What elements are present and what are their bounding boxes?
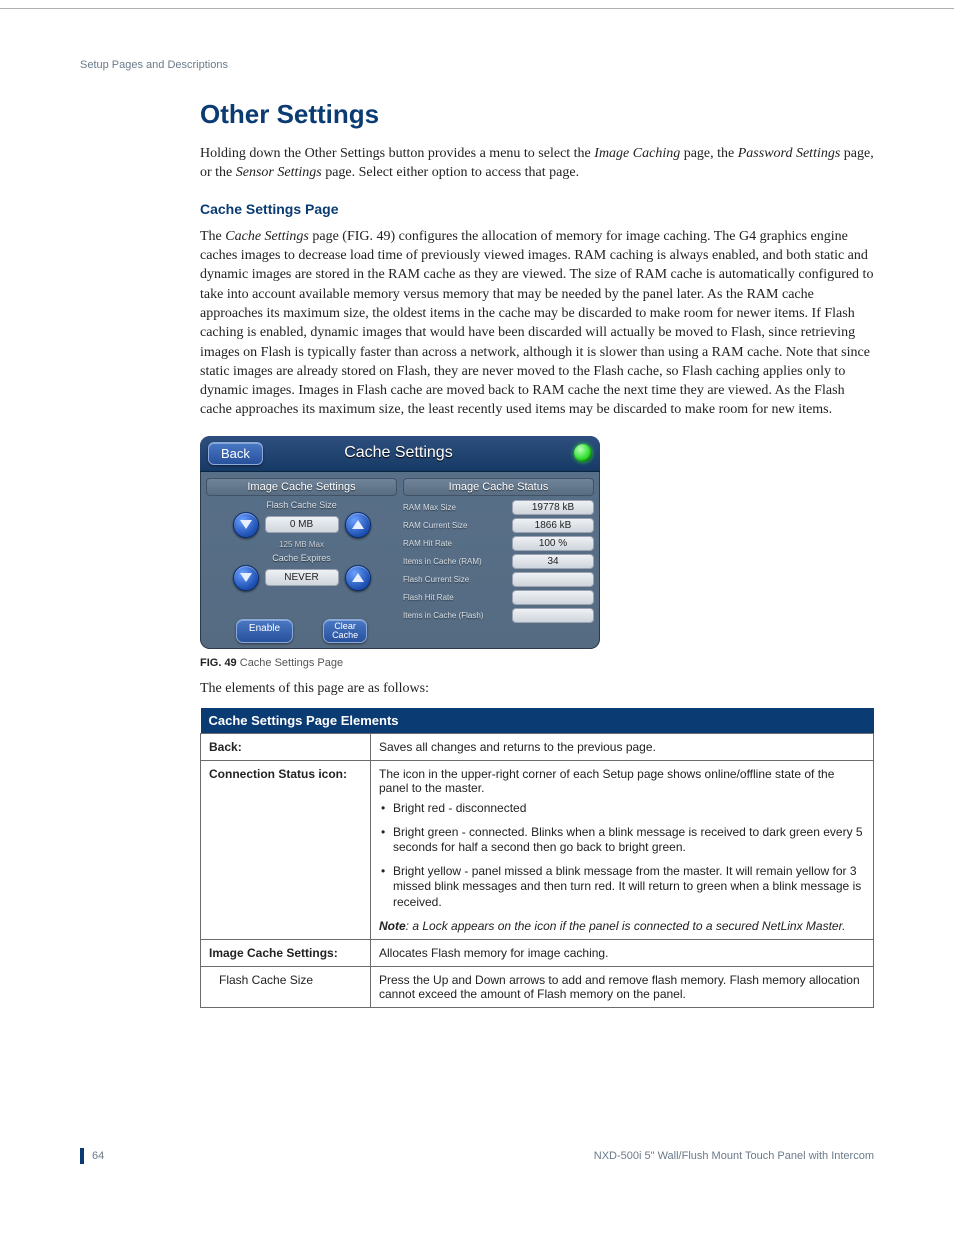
cache-expires-stepper: NEVER <box>206 565 397 591</box>
cache-settings-elements-table: Cache Settings Page Elements Back:Saves … <box>200 708 874 1008</box>
text: Cache <box>332 630 358 640</box>
clear-cache-button[interactable]: Clear Cache <box>323 619 367 643</box>
note-label: Note <box>379 919 406 933</box>
enable-button[interactable]: Enable <box>236 619 293 643</box>
status-value <box>512 572 594 587</box>
status-label: RAM Max Size <box>403 503 508 512</box>
emphasis: Password Settings <box>738 146 841 161</box>
status-row: Flash Current Size <box>403 572 594 587</box>
figure-number: FIG. 49 <box>200 657 237 669</box>
table-header: Cache Settings Page Elements <box>201 708 874 734</box>
cache-settings-panel: Back Cache Settings Image Cache Settings… <box>200 436 600 649</box>
status-value: 34 <box>512 554 594 569</box>
cache-expires-label: Cache Expires <box>206 553 397 563</box>
note: Note: a Lock appears on the icon if the … <box>379 919 865 933</box>
row-description: Allocates Flash memory for image caching… <box>371 939 874 966</box>
row-description: The icon in the upper-right corner of ea… <box>371 761 874 940</box>
column-heading: Image Cache Status <box>403 478 594 496</box>
expires-up-button[interactable] <box>345 565 371 591</box>
text: page (FIG. 49) configures the allocation… <box>200 229 873 418</box>
status-row: RAM Hit Rate 100 % <box>403 536 594 551</box>
connection-status-icon <box>574 444 592 462</box>
emphasis: Image Caching <box>594 146 680 161</box>
footer-left: 64 <box>80 1148 104 1164</box>
expires-value: NEVER <box>265 569 339 586</box>
text: The <box>200 229 225 244</box>
content-column: Other Settings Holding down the Other Se… <box>200 99 874 1008</box>
row-label: Connection Status icon: <box>201 761 371 940</box>
panel-title: Cache Settings <box>223 444 574 462</box>
image-cache-settings-column: Image Cache Settings Flash Cache Size 0 … <box>206 478 397 643</box>
row-description: Saves all changes and returns to the pre… <box>371 734 874 761</box>
figure-title: Cache Settings Page <box>237 657 343 669</box>
flash-max-label: 125 MB Max <box>206 540 397 549</box>
status-label: RAM Current Size <box>403 521 508 530</box>
text: page. Select either option to access tha… <box>322 165 579 180</box>
section-title: Other Settings <box>200 99 874 130</box>
footer-accent-bar <box>80 1148 84 1164</box>
row-label: Image Cache Settings: <box>201 939 371 966</box>
page-number: 64 <box>92 1150 104 1162</box>
text: Holding down the Other Settings button p… <box>200 146 594 161</box>
product-name: NXD-500i 5" Wall/Flush Mount Touch Panel… <box>594 1150 874 1162</box>
flash-cache-size-label: Flash Cache Size <box>206 500 397 510</box>
status-label: Items in Cache (RAM) <box>403 557 508 566</box>
intro-paragraph: Holding down the Other Settings button p… <box>200 144 874 183</box>
triangle-up-icon <box>352 573 364 582</box>
bullet-list: Bright red - disconnected Bright green - … <box>379 801 865 911</box>
page: Setup Pages and Descriptions Other Setti… <box>0 8 954 1194</box>
status-row: RAM Max Size 19778 kB <box>403 500 594 515</box>
running-header: Setup Pages and Descriptions <box>80 59 874 71</box>
flash-cache-size-stepper: 0 MB <box>206 512 397 538</box>
status-row: Items in Cache (RAM) 34 <box>403 554 594 569</box>
emphasis: Cache Settings <box>225 229 309 244</box>
bullet-item: Bright yellow - panel missed a blink mes… <box>379 864 865 911</box>
column-heading: Image Cache Settings <box>206 478 397 496</box>
status-label: Items in Cache (Flash) <box>403 611 508 620</box>
page-footer: 64 NXD-500i 5" Wall/Flush Mount Touch Pa… <box>80 1148 874 1164</box>
row-label: Flash Cache Size <box>201 966 371 1007</box>
text: page, the <box>680 146 738 161</box>
bullet-item: Bright green - connected. Blinks when a … <box>379 825 865 856</box>
row-description: Press the Up and Down arrows to add and … <box>371 966 874 1007</box>
left-action-buttons: Enable Clear Cache <box>206 619 397 643</box>
status-value <box>512 590 594 605</box>
table-row: Flash Cache SizePress the Up and Down ar… <box>201 966 874 1007</box>
figure-49: Back Cache Settings Image Cache Settings… <box>200 436 874 669</box>
status-value: 100 % <box>512 536 594 551</box>
body-paragraph: The Cache Settings page (FIG. 49) config… <box>200 227 874 420</box>
figure-caption: FIG. 49 Cache Settings Page <box>200 657 874 669</box>
text: The icon in the upper-right corner of ea… <box>379 767 865 795</box>
table-row: Image Cache Settings:Allocates Flash mem… <box>201 939 874 966</box>
status-label: RAM Hit Rate <box>403 539 508 548</box>
triangle-down-icon <box>240 573 252 582</box>
status-row: RAM Current Size 1866 kB <box>403 518 594 533</box>
emphasis: Sensor Settings <box>236 165 322 180</box>
table-row: Connection Status icon: The icon in the u… <box>201 761 874 940</box>
table-row: Back:Saves all changes and returns to th… <box>201 734 874 761</box>
lead-out-text: The elements of this page are as follows… <box>200 679 874 698</box>
subsection-title: Cache Settings Page <box>200 201 874 217</box>
status-value: 19778 kB <box>512 500 594 515</box>
status-label: Flash Hit Rate <box>403 593 508 602</box>
triangle-up-icon <box>352 520 364 529</box>
image-cache-status-column: Image Cache Status RAM Max Size19778 kBR… <box>403 478 594 643</box>
panel-titlebar: Back Cache Settings <box>200 436 600 472</box>
status-value <box>512 608 594 623</box>
panel-body: Image Cache Settings Flash Cache Size 0 … <box>200 472 600 649</box>
triangle-down-icon <box>240 520 252 529</box>
bullet-item: Bright red - disconnected <box>379 801 865 817</box>
flash-size-up-button[interactable] <box>345 512 371 538</box>
status-value: 1866 kB <box>512 518 594 533</box>
row-label: Back: <box>201 734 371 761</box>
status-row: Flash Hit Rate <box>403 590 594 605</box>
status-label: Flash Current Size <box>403 575 508 584</box>
status-row: Items in Cache (Flash) <box>403 608 594 623</box>
flash-size-down-button[interactable] <box>233 512 259 538</box>
expires-down-button[interactable] <box>233 565 259 591</box>
flash-size-value: 0 MB <box>265 516 339 533</box>
